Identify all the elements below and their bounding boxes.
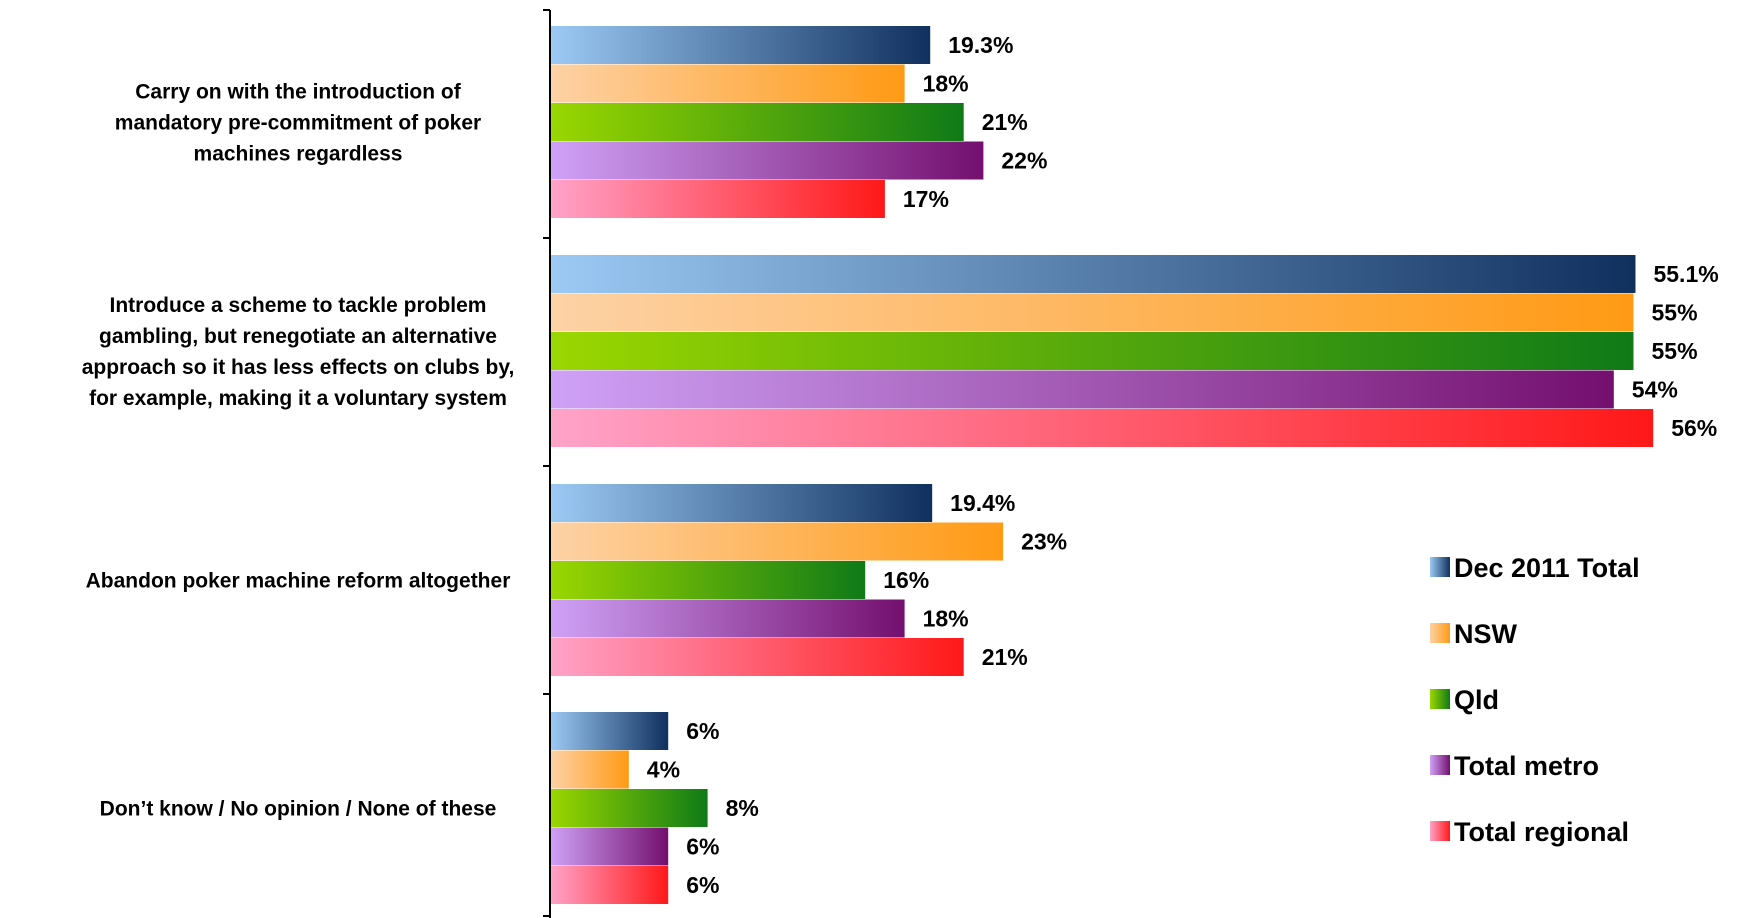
category-label: Abandon poker machine reform altogether <box>86 569 511 592</box>
category-label: Introduce a scheme to tackle problem gamb… <box>82 294 515 410</box>
legend-swatch <box>1430 557 1450 577</box>
bar-total-regional-2 <box>550 409 1654 447</box>
data-label: 19.4% <box>950 490 1015 516</box>
data-label: 17% <box>903 186 949 212</box>
bar-nsw-4 <box>550 750 629 789</box>
category-label: Carry on with the introduction of mandato… <box>115 80 481 165</box>
bar-qld-1 <box>550 103 964 141</box>
legend: Dec 2011 Total NSW Qld Total metro Total reg… <box>1430 553 1640 847</box>
bar-qld-3 <box>550 561 866 599</box>
bar-total-metro-1 <box>550 141 984 180</box>
data-label: 18% <box>923 606 969 632</box>
bar-dec-2011-total-1 <box>550 26 931 64</box>
data-label: 21% <box>982 109 1028 135</box>
bar-dec-2011-total-3 <box>550 484 933 522</box>
data-label: 21% <box>982 644 1028 670</box>
bar-nsw-2 <box>550 293 1634 332</box>
legend-swatch <box>1430 623 1450 643</box>
data-label: 6% <box>686 718 719 744</box>
bar-total-regional-1 <box>550 180 885 218</box>
legend-label: Qld <box>1454 685 1499 715</box>
bar-total-metro-2 <box>550 370 1614 409</box>
data-label: 8% <box>726 795 759 821</box>
legend-swatch <box>1430 821 1450 841</box>
data-label: 6% <box>686 872 719 898</box>
legend-label: Dec 2011 Total <box>1454 553 1640 583</box>
data-label: 55% <box>1652 338 1698 364</box>
bar-dec-2011-total-4 <box>550 712 669 750</box>
legend-label: Total regional <box>1454 817 1629 847</box>
legend-swatch <box>1430 689 1450 709</box>
data-label: 18% <box>923 71 969 97</box>
data-label: 19.3% <box>948 32 1013 58</box>
data-label: 6% <box>686 834 719 860</box>
category-labels-group: Carry on with the introduction of mandato… <box>82 80 515 820</box>
bar-total-metro-3 <box>550 599 905 638</box>
legend-label: NSW <box>1454 619 1518 649</box>
data-label: 55% <box>1652 300 1698 326</box>
data-label: 55.1% <box>1653 261 1718 287</box>
data-label: 54% <box>1632 377 1678 403</box>
bar-dec-2011-total-2 <box>550 255 1636 293</box>
legend-label: Total metro <box>1454 751 1599 781</box>
bar-total-regional-3 <box>550 638 964 676</box>
bar-nsw-3 <box>550 522 1004 561</box>
legend-swatch <box>1430 755 1450 775</box>
bar-qld-4 <box>550 789 708 827</box>
bar-nsw-1 <box>550 64 905 103</box>
data-label: 16% <box>883 567 929 593</box>
data-label: 56% <box>1671 415 1717 441</box>
data-label: 22% <box>1001 148 1047 174</box>
category-axis <box>543 9 551 918</box>
bar-qld-2 <box>550 332 1634 370</box>
value-labels-group: 19.3% 55.1% 19.4% 6% 18% 55% 23% 4% 21% 55% 16% 8% 2… <box>647 32 1719 898</box>
bar-total-regional-4 <box>550 866 669 904</box>
data-label: 4% <box>647 757 680 783</box>
bar-total-metro-4 <box>550 827 669 866</box>
category-label: Don’t know / No opinion / None of these <box>100 797 497 820</box>
data-label: 23% <box>1021 529 1067 555</box>
bars-group <box>550 26 1654 904</box>
